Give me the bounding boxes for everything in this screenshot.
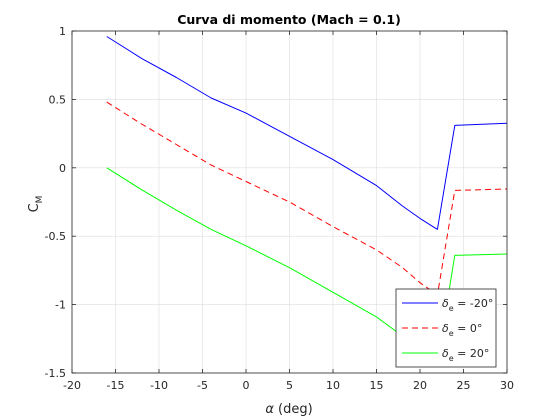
legend-value: = -20° xyxy=(454,297,494,310)
x-tick-label: 30 xyxy=(500,379,514,392)
x-tick-label: 10 xyxy=(326,379,340,392)
x-tick-label: 0 xyxy=(243,379,250,392)
x-tick-label: 25 xyxy=(457,379,471,392)
y-tick-label: -1.5 xyxy=(45,367,66,380)
x-tick-label: 20 xyxy=(413,379,427,392)
legend-value: = 20° xyxy=(454,347,490,360)
x-axis-label: α (deg) xyxy=(265,402,312,417)
x-tick-label: 5 xyxy=(286,379,293,392)
x-tick-label: 15 xyxy=(370,379,384,392)
x-tick-label: -20 xyxy=(63,379,81,392)
x-tick-label: -10 xyxy=(150,379,168,392)
y-tick-label: -0.5 xyxy=(45,230,66,243)
y-axis-subscript: M xyxy=(35,196,45,204)
y-axis-base: C xyxy=(27,203,42,212)
chart-title: Curva di momento (Mach = 0.1) xyxy=(177,12,401,27)
x-tick-label: -15 xyxy=(107,379,125,392)
y-tick-label: 1 xyxy=(59,25,66,38)
y-tick-label: 0.5 xyxy=(49,93,67,106)
x-axis-unit: (deg) xyxy=(274,402,313,417)
legend-value: = 0° xyxy=(454,322,483,335)
legend: δe = -20°δe = 0°δe = 20° xyxy=(396,289,496,367)
y-tick-label: -1 xyxy=(55,299,66,312)
x-tick-label: -5 xyxy=(197,379,208,392)
y-tick-label: 0 xyxy=(59,162,66,175)
